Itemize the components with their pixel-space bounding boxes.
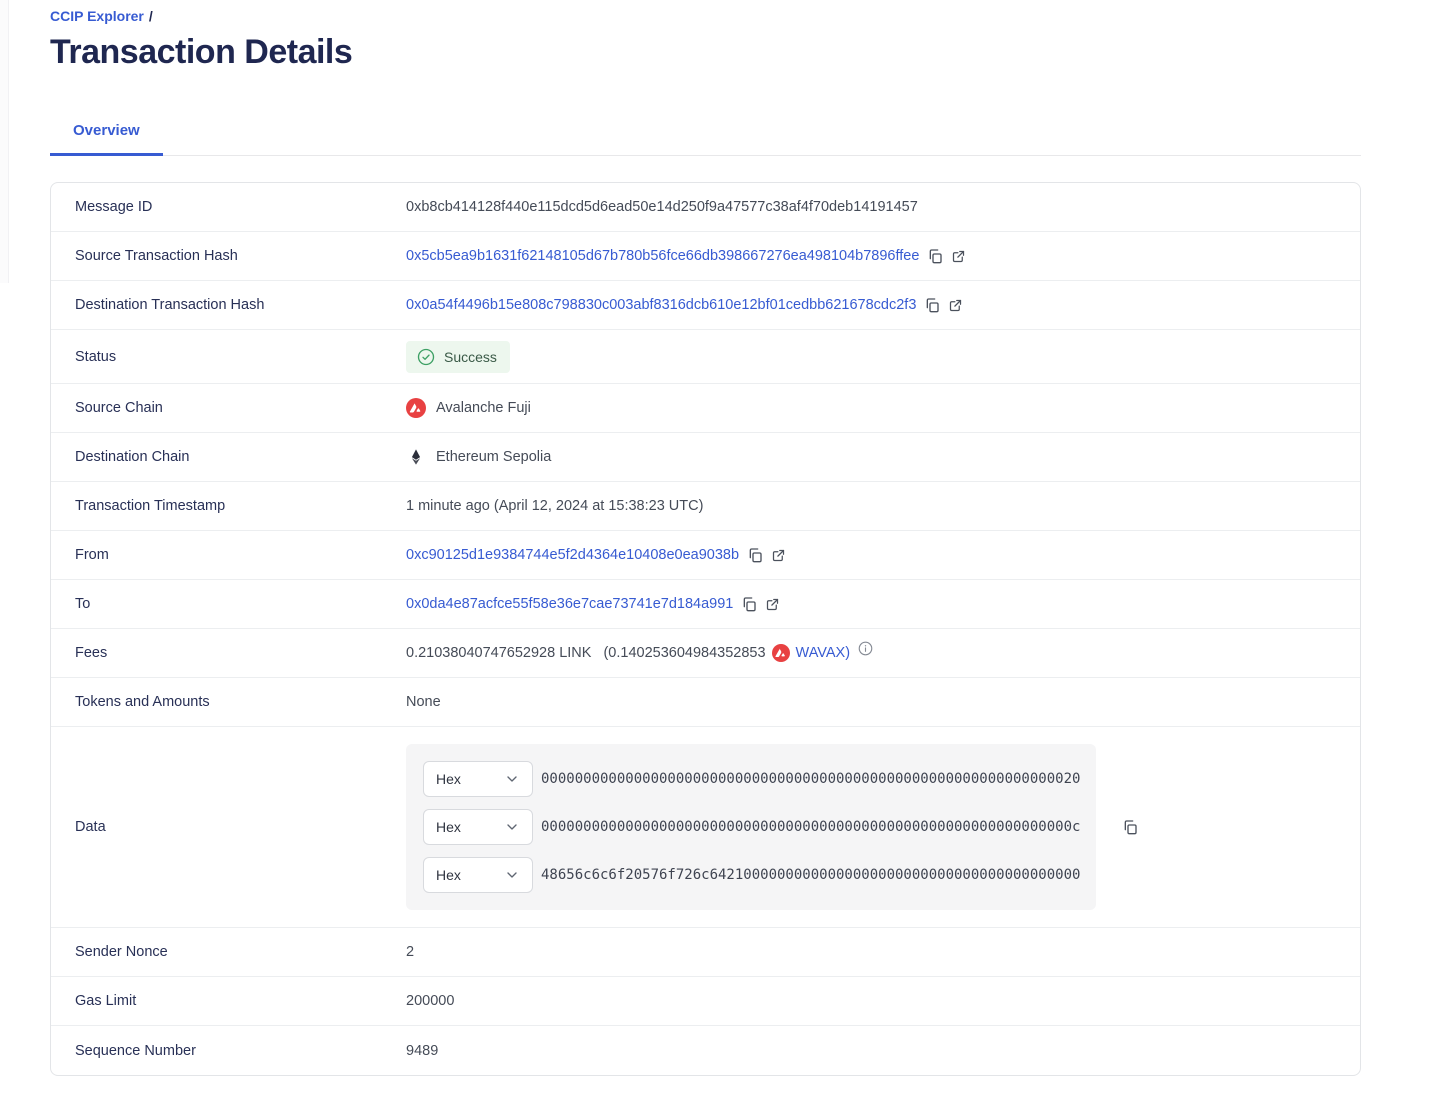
- row-label: Destination Transaction Hash: [75, 297, 265, 313]
- source-chain: Avalanche Fuji: [406, 398, 531, 418]
- timestamp-value: 1 minute ago (April 12, 2024 at 15:38:23…: [406, 498, 704, 514]
- ethereum-logo-icon: [406, 447, 426, 467]
- data-line: Hex 48656c6c6f20576f726c6421000000000000…: [423, 857, 1081, 893]
- chevron-down-icon: [507, 872, 517, 878]
- data-format-value: Hex: [436, 867, 461, 883]
- data-format-select[interactable]: Hex: [423, 761, 533, 797]
- fees-link-amount: 0.21038040747652928 LINK: [406, 645, 592, 661]
- row-label: From: [75, 547, 109, 563]
- table-row-destination-chain: Destination Chain Ethereum Sepolia: [51, 433, 1360, 482]
- data-format-select[interactable]: Hex: [423, 857, 533, 893]
- destination-tx-hash-link[interactable]: 0x0a54f4496b15e808c798830c003abf8316dcb6…: [406, 297, 917, 313]
- breadcrumb: CCIP Explorer /: [50, 0, 1361, 24]
- table-row-source-tx-hash: Source Transaction Hash 0x5cb5ea9b1631f6…: [51, 232, 1360, 281]
- row-label: Gas Limit: [75, 993, 137, 1009]
- tab-bar: Overview: [50, 122, 1361, 156]
- destination-chain-name: Ethereum Sepolia: [436, 449, 552, 465]
- data-format-select[interactable]: Hex: [423, 809, 533, 845]
- open-in-new-icon[interactable]: [951, 249, 966, 264]
- table-row-message-id: Message ID 0xb8cb414128f440e115dcd5d6ead…: [51, 183, 1360, 232]
- row-label: Message ID: [75, 199, 153, 215]
- table-row-sequence-number: Sequence Number 9489: [51, 1026, 1360, 1075]
- open-in-new-icon[interactable]: [771, 548, 786, 563]
- chevron-down-icon: [507, 776, 517, 782]
- data-line: Hex 000000000000000000000000000000000000…: [423, 761, 1081, 797]
- page-title: Transaction Details: [50, 33, 353, 71]
- row-label: Tokens and Amounts: [75, 694, 210, 710]
- avalanche-logo-icon: [771, 644, 790, 662]
- table-row-status: Status Success: [51, 330, 1360, 384]
- left-edge-strip: [0, 0, 9, 283]
- info-icon[interactable]: [858, 641, 873, 656]
- data-format-value: Hex: [436, 771, 461, 787]
- transaction-details-table: Message ID 0xb8cb414128f440e115dcd5d6ead…: [50, 182, 1361, 1076]
- copy-icon[interactable]: [747, 547, 763, 563]
- status-badge: Success: [406, 340, 510, 373]
- row-label: Source Transaction Hash: [75, 248, 238, 264]
- table-row-from: From 0xc90125d1e9384744e5f2d4364e10408e0…: [51, 531, 1360, 580]
- main-content: CCIP Explorer / Transaction Details Overv…: [50, 0, 1361, 1076]
- fees-value: 0.21038040747652928 LINK (0.140253604984…: [406, 641, 873, 662]
- data-line: Hex 000000000000000000000000000000000000…: [423, 809, 1081, 845]
- row-label: Transaction Timestamp: [75, 498, 226, 514]
- source-tx-hash-link[interactable]: 0x5cb5ea9b1631f62148105d67b780b56fce66db…: [406, 248, 920, 264]
- table-row-fees: Fees 0.21038040747652928 LINK (0.1402536…: [51, 629, 1360, 678]
- wavax-link[interactable]: WAVAX): [795, 645, 851, 661]
- destination-chain: Ethereum Sepolia: [406, 447, 551, 467]
- row-label: Destination Chain: [75, 449, 190, 465]
- data-hex-value: 0000000000000000000000000000000000000000…: [541, 819, 1081, 835]
- chevron-down-icon: [507, 824, 517, 830]
- row-label: Sequence Number: [75, 1042, 196, 1059]
- table-row-to: To 0x0da4e87acfce55f58e36e7cae73741e7d18…: [51, 580, 1360, 629]
- gas-limit-value: 200000: [406, 993, 455, 1009]
- from-address-link[interactable]: 0xc90125d1e9384744e5f2d4364e10408e0ea903…: [406, 547, 740, 563]
- copy-icon[interactable]: [924, 297, 940, 313]
- breadcrumb-separator: /: [148, 8, 153, 24]
- copy-icon[interactable]: [741, 596, 757, 612]
- open-in-new-icon[interactable]: [948, 298, 963, 313]
- sender-nonce-value: 2: [406, 944, 415, 960]
- row-label: Source Chain: [75, 400, 163, 416]
- tokens-and-amounts-value: None: [406, 694, 441, 710]
- to-address-link[interactable]: 0x0da4e87acfce55f58e36e7cae73741e7d184a9…: [406, 596, 734, 612]
- data-hex-value: 0000000000000000000000000000000000000000…: [541, 771, 1081, 787]
- source-chain-name: Avalanche Fuji: [436, 400, 531, 416]
- avalanche-logo-icon: [406, 398, 426, 418]
- row-label: Status: [75, 348, 117, 365]
- table-row-destination-tx-hash: Destination Transaction Hash 0x0a54f4496…: [51, 281, 1360, 330]
- sequence-number-value: 9489: [406, 1042, 439, 1059]
- data-format-value: Hex: [436, 819, 461, 835]
- data-hex-panel: Hex 000000000000000000000000000000000000…: [406, 744, 1096, 910]
- copy-icon[interactable]: [1122, 819, 1138, 835]
- check-circle-icon: [417, 348, 435, 365]
- table-row-timestamp: Transaction Timestamp 1 minute ago (Apri…: [51, 482, 1360, 531]
- copy-icon[interactable]: [927, 248, 943, 264]
- row-label: Sender Nonce: [75, 944, 168, 960]
- data-hex-value: 48656c6c6f20576f726c64210000000000000000…: [541, 867, 1081, 883]
- fees-paren-open: (0.140253604984352853: [603, 645, 766, 661]
- table-row-source-chain: Source Chain Avalanche Fuji: [51, 384, 1360, 433]
- tab-overview[interactable]: Overview: [50, 123, 163, 156]
- open-in-new-icon[interactable]: [765, 597, 780, 612]
- table-row-data: Data Hex 0000000000000000000000000000000…: [51, 727, 1360, 928]
- breadcrumb-link-ccip-explorer[interactable]: CCIP Explorer: [50, 8, 144, 24]
- table-row-tokens-and-amounts: Tokens and Amounts None: [51, 678, 1360, 727]
- row-label: Fees: [75, 645, 108, 661]
- row-label: Data: [75, 819, 106, 835]
- row-label: To: [75, 596, 91, 612]
- status-text: Success: [444, 348, 497, 365]
- message-id-value: 0xb8cb414128f440e115dcd5d6ead50e14d250f9…: [406, 199, 918, 215]
- table-row-sender-nonce: Sender Nonce 2: [51, 928, 1360, 977]
- fees-wavax-amount: 0.140253604984352853: [608, 645, 766, 661]
- table-row-gas-limit: Gas Limit 200000: [51, 977, 1360, 1026]
